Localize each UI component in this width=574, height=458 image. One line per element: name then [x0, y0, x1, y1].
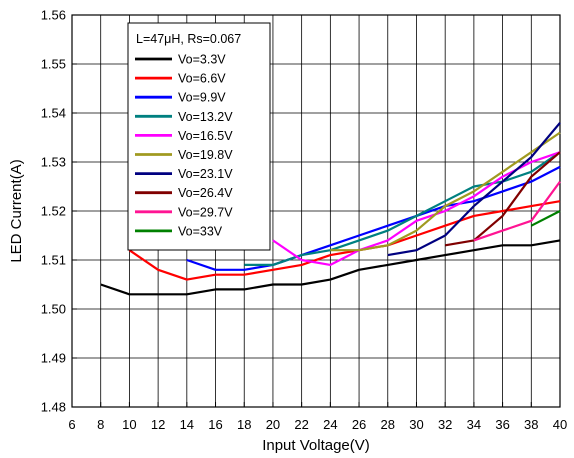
- y-axis-title: LED Current(A): [8, 159, 25, 262]
- x-tick-label: 24: [323, 417, 337, 432]
- series-line: [186, 165, 561, 271]
- x-tick-label: 38: [524, 417, 538, 432]
- x-tick-label: 10: [122, 417, 136, 432]
- x-tick-label: 14: [180, 417, 194, 432]
- series-lines: [100, 122, 561, 296]
- y-tick-label: 1.56: [41, 8, 66, 23]
- x-tick-label: 18: [237, 417, 251, 432]
- series-line: [272, 151, 561, 266]
- y-tick-label: 1.50: [41, 302, 66, 317]
- series-line: [100, 239, 561, 296]
- axis-ticks: 6 8 10 12 14 16 18 20 22 24 26 28 30 32 34 36 38 40 1.48 1.…: [41, 8, 568, 433]
- x-tick-label: 26: [352, 417, 366, 432]
- legend-label: Vo=16.5V: [178, 129, 233, 143]
- x-tick-label: 36: [495, 417, 509, 432]
- legend-label: Vo=6.6V: [178, 72, 226, 86]
- legend-title: L=47μH, Rs=0.067: [136, 32, 241, 46]
- x-tick-label: 12: [151, 417, 165, 432]
- legend-label: Vo=33V: [178, 224, 223, 238]
- legend-label: Vo=26.4V: [178, 186, 233, 200]
- series-line: [530, 210, 561, 227]
- legend: L=47μH, Rs=0.067 Vo=3.3V Vo=6.6V Vo=9.9V Vo…: [127, 22, 271, 251]
- x-tick-label: 16: [208, 417, 222, 432]
- x-tick-label: 22: [294, 417, 308, 432]
- x-tick-label: 30: [409, 417, 423, 432]
- y-tick-label: 1.52: [41, 204, 66, 219]
- legend-label: Vo=23.1V: [178, 167, 233, 181]
- y-tick-label: 1.54: [41, 106, 66, 121]
- legend-label: Vo=9.9V: [178, 91, 226, 105]
- series-line: [473, 180, 561, 242]
- legend-label: Vo=13.2V: [178, 110, 233, 124]
- x-tick-label: 32: [438, 417, 452, 432]
- y-tick-label: 1.49: [41, 351, 66, 366]
- series-line: [444, 151, 561, 247]
- x-tick-label: 6: [68, 417, 75, 432]
- y-tick-label: 1.55: [41, 57, 66, 72]
- legend-label: Vo=3.3V: [178, 53, 226, 67]
- y-tick-label: 1.51: [41, 253, 66, 268]
- x-tick-label: 20: [266, 417, 280, 432]
- x-axis-title: Input Voltage(V): [262, 437, 370, 454]
- series-line: [128, 200, 561, 281]
- y-tick-label: 1.53: [41, 155, 66, 170]
- series-line: [387, 122, 561, 257]
- x-tick-label: 28: [381, 417, 395, 432]
- series-line: [330, 131, 561, 252]
- legend-label: Vo=19.8V: [178, 148, 233, 162]
- legend-label: Vo=29.7V: [178, 205, 233, 219]
- y-tick-label: 1.48: [41, 400, 66, 415]
- x-tick-label: 8: [97, 417, 104, 432]
- x-tick-label: 34: [467, 417, 481, 432]
- x-tick-label: 40: [553, 417, 567, 432]
